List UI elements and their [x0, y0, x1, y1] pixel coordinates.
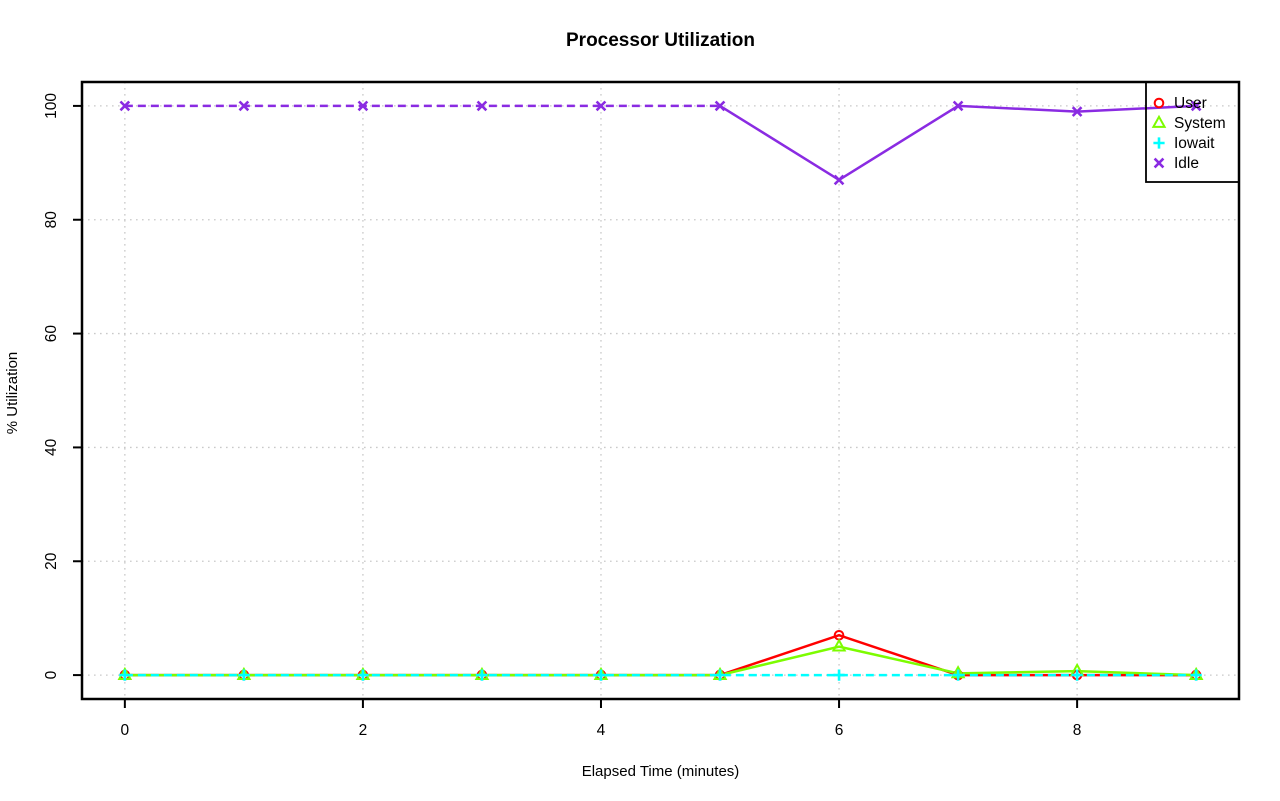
marker-x-idle [952, 100, 964, 112]
series-line-system [124, 645, 1197, 677]
legend-label-iowait: Iowait [1174, 135, 1215, 152]
marker-plus-iowait [476, 669, 488, 681]
marker-plus-iowait [1071, 669, 1083, 681]
marker-x-idle [238, 100, 250, 112]
series-line-user [124, 633, 1197, 677]
marker-x-idle [119, 100, 131, 112]
marker-plus-iowait [833, 669, 845, 681]
marker-plus-iowait [238, 669, 250, 681]
marker-x-idle [476, 100, 488, 112]
legend-label-idle: Idle [1174, 155, 1199, 172]
marker-plus-iowait [952, 669, 964, 681]
legend-label-system: System [1174, 115, 1226, 132]
marker-x-idle [357, 100, 369, 112]
x-tick-label: 8 [1073, 722, 1082, 739]
y-tick-label: 80 [43, 211, 60, 229]
legend-item-iowait: Iowait [1153, 135, 1215, 152]
marker-plus-iowait [595, 669, 607, 681]
x-tick-label: 0 [121, 722, 130, 739]
marker-plus-legend-iowait [1153, 137, 1165, 149]
marker-x-idle [1071, 106, 1083, 117]
marker-plus-iowait [119, 669, 131, 681]
legend-label-user: User [1174, 95, 1207, 112]
marker-x-idle [714, 100, 726, 112]
legend-item-system: System [1151, 114, 1226, 132]
y-tick-label: 40 [43, 438, 60, 456]
marker-plus-iowait [1190, 669, 1202, 681]
marker-plus-iowait [357, 669, 369, 681]
marker-triangle-system [831, 638, 847, 652]
y-tick-label: 0 [43, 670, 60, 679]
marker-x-idle [833, 174, 845, 186]
chart-title: Processor Utilization [566, 30, 755, 51]
marker-plus-iowait [714, 669, 726, 681]
x-tick-label: 4 [597, 722, 606, 739]
series-line-idle [719, 104, 1197, 182]
y-tick-label: 20 [43, 552, 60, 570]
x-tick-label: 2 [359, 722, 368, 739]
x-tick-label: 6 [835, 722, 844, 739]
x-axis-label: Elapsed Time (minutes) [581, 763, 740, 780]
plot-box [80, 80, 1241, 701]
legend: User System Iowait Idle [1145, 81, 1240, 183]
marker-x-idle [1190, 100, 1202, 112]
marker-triangle-legend-system [1151, 114, 1167, 128]
y-tick-label: 60 [43, 325, 60, 343]
marker-x-legend-idle [1153, 157, 1165, 169]
legend-item-idle: Idle [1153, 155, 1199, 172]
y-tick-label: 100 [43, 93, 60, 119]
legend-box [1145, 81, 1240, 183]
marker-circle-legend-user [1153, 97, 1165, 109]
legend-item-user: User [1153, 95, 1207, 112]
marker-x-idle [595, 100, 607, 112]
